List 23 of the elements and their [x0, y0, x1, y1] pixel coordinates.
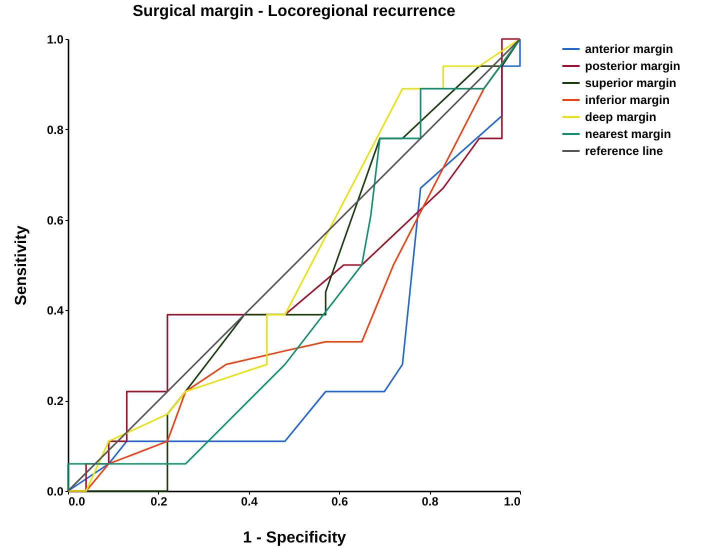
- legend-label: anterior margin: [585, 42, 674, 56]
- y-tick-label: 1.0: [46, 32, 64, 46]
- x-tick-label: 0.6: [331, 494, 348, 508]
- legend-label: posterior margin: [585, 59, 680, 73]
- x-tick-label: 1.0: [504, 494, 521, 508]
- legend-label: nearest margin: [585, 127, 672, 141]
- x-tick-label: 0.0: [68, 494, 86, 508]
- y-axis-title: Sensitivity: [12, 225, 30, 306]
- y-tick-label: 0.4: [46, 304, 64, 318]
- x-tick-label: 0.2: [150, 494, 168, 508]
- legend-label: deep margin: [585, 110, 656, 124]
- y-tick-label: 0.8: [46, 122, 64, 137]
- x-tick-label: 0.8: [422, 494, 439, 508]
- legend-label: superior margin: [585, 76, 676, 90]
- y-tick-label: 0.0: [46, 484, 64, 498]
- legend-label: inferior margin: [585, 93, 670, 107]
- legend-label: reference line: [585, 144, 664, 158]
- y-tick-label: 0.6: [46, 213, 64, 228]
- chart-title: Surgical margin - Locoregional recurrence: [132, 3, 456, 20]
- line-series: [67, 38, 521, 492]
- x-tick-label: 0.4: [240, 494, 258, 508]
- x-axis-title: 1 - Specificity: [242, 530, 346, 546]
- y-tick-label: 0.2: [46, 394, 64, 408]
